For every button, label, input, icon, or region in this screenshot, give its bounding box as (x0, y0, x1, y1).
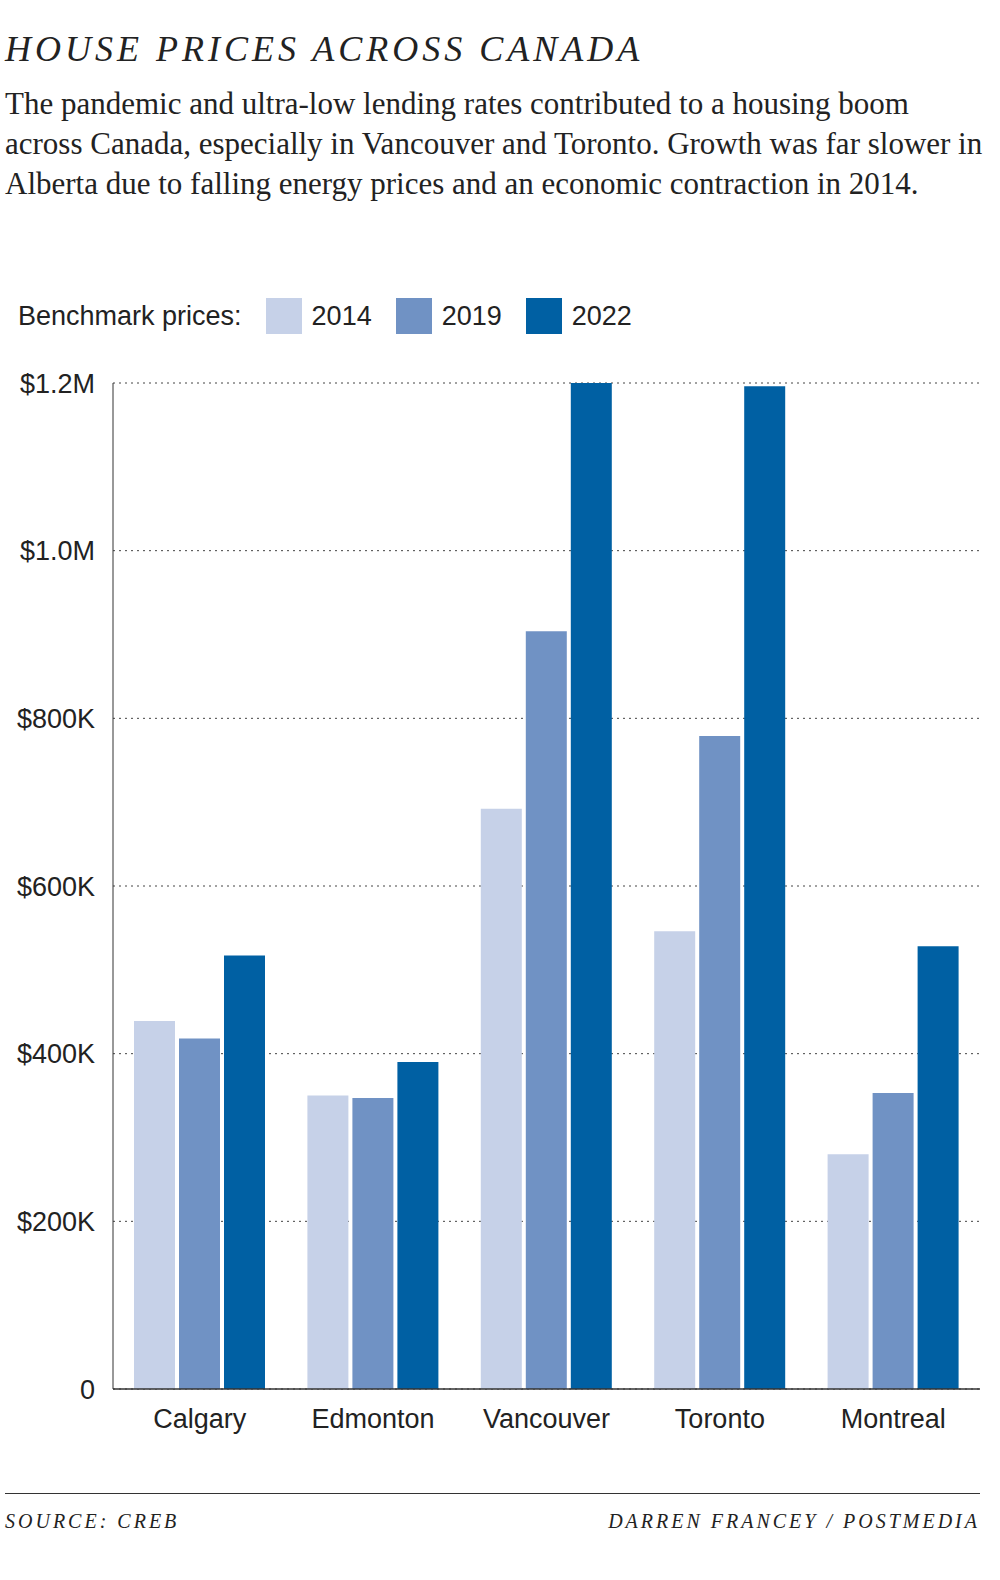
svg-text:Toronto: Toronto (675, 1404, 765, 1434)
svg-text:$200K: $200K (17, 1207, 95, 1237)
svg-text:Vancouver: Vancouver (483, 1404, 610, 1434)
svg-text:$400K: $400K (17, 1039, 95, 1069)
html-text:The pandemic and ultra-low len: The pandemic and ultra-low lending rates… (5, 86, 983, 201)
html-text:HOUSE PRICES ACROSS CANADA: HOUSE PRICES ACROSS CANADA (5, 29, 644, 69)
svg-text:$600K: $600K (17, 872, 95, 902)
svg-text:Edmonton: Edmonton (312, 1404, 435, 1434)
svg-text:0: 0 (80, 1375, 95, 1405)
svg-text:$1.0M: $1.0M (20, 536, 95, 566)
html-text:2019: 2019 (441, 300, 502, 331)
svg-text:Montreal: Montreal (841, 1404, 946, 1434)
html-text:SOURCE: CREB: SOURCE: CREB (5, 1510, 180, 1532)
html-text:Benchmark prices:: Benchmark prices: (18, 300, 242, 331)
html-text:2014: 2014 (311, 300, 372, 331)
svg-text:Calgary: Calgary (153, 1404, 247, 1434)
html-text:2022: 2022 (571, 300, 632, 331)
svg-text:$800K: $800K (17, 704, 95, 734)
html-text:DARREN FRANCEY / POSTMEDIA: DARREN FRANCEY / POSTMEDIA (608, 1510, 980, 1532)
svg-text:$1.2M: $1.2M (20, 369, 95, 399)
